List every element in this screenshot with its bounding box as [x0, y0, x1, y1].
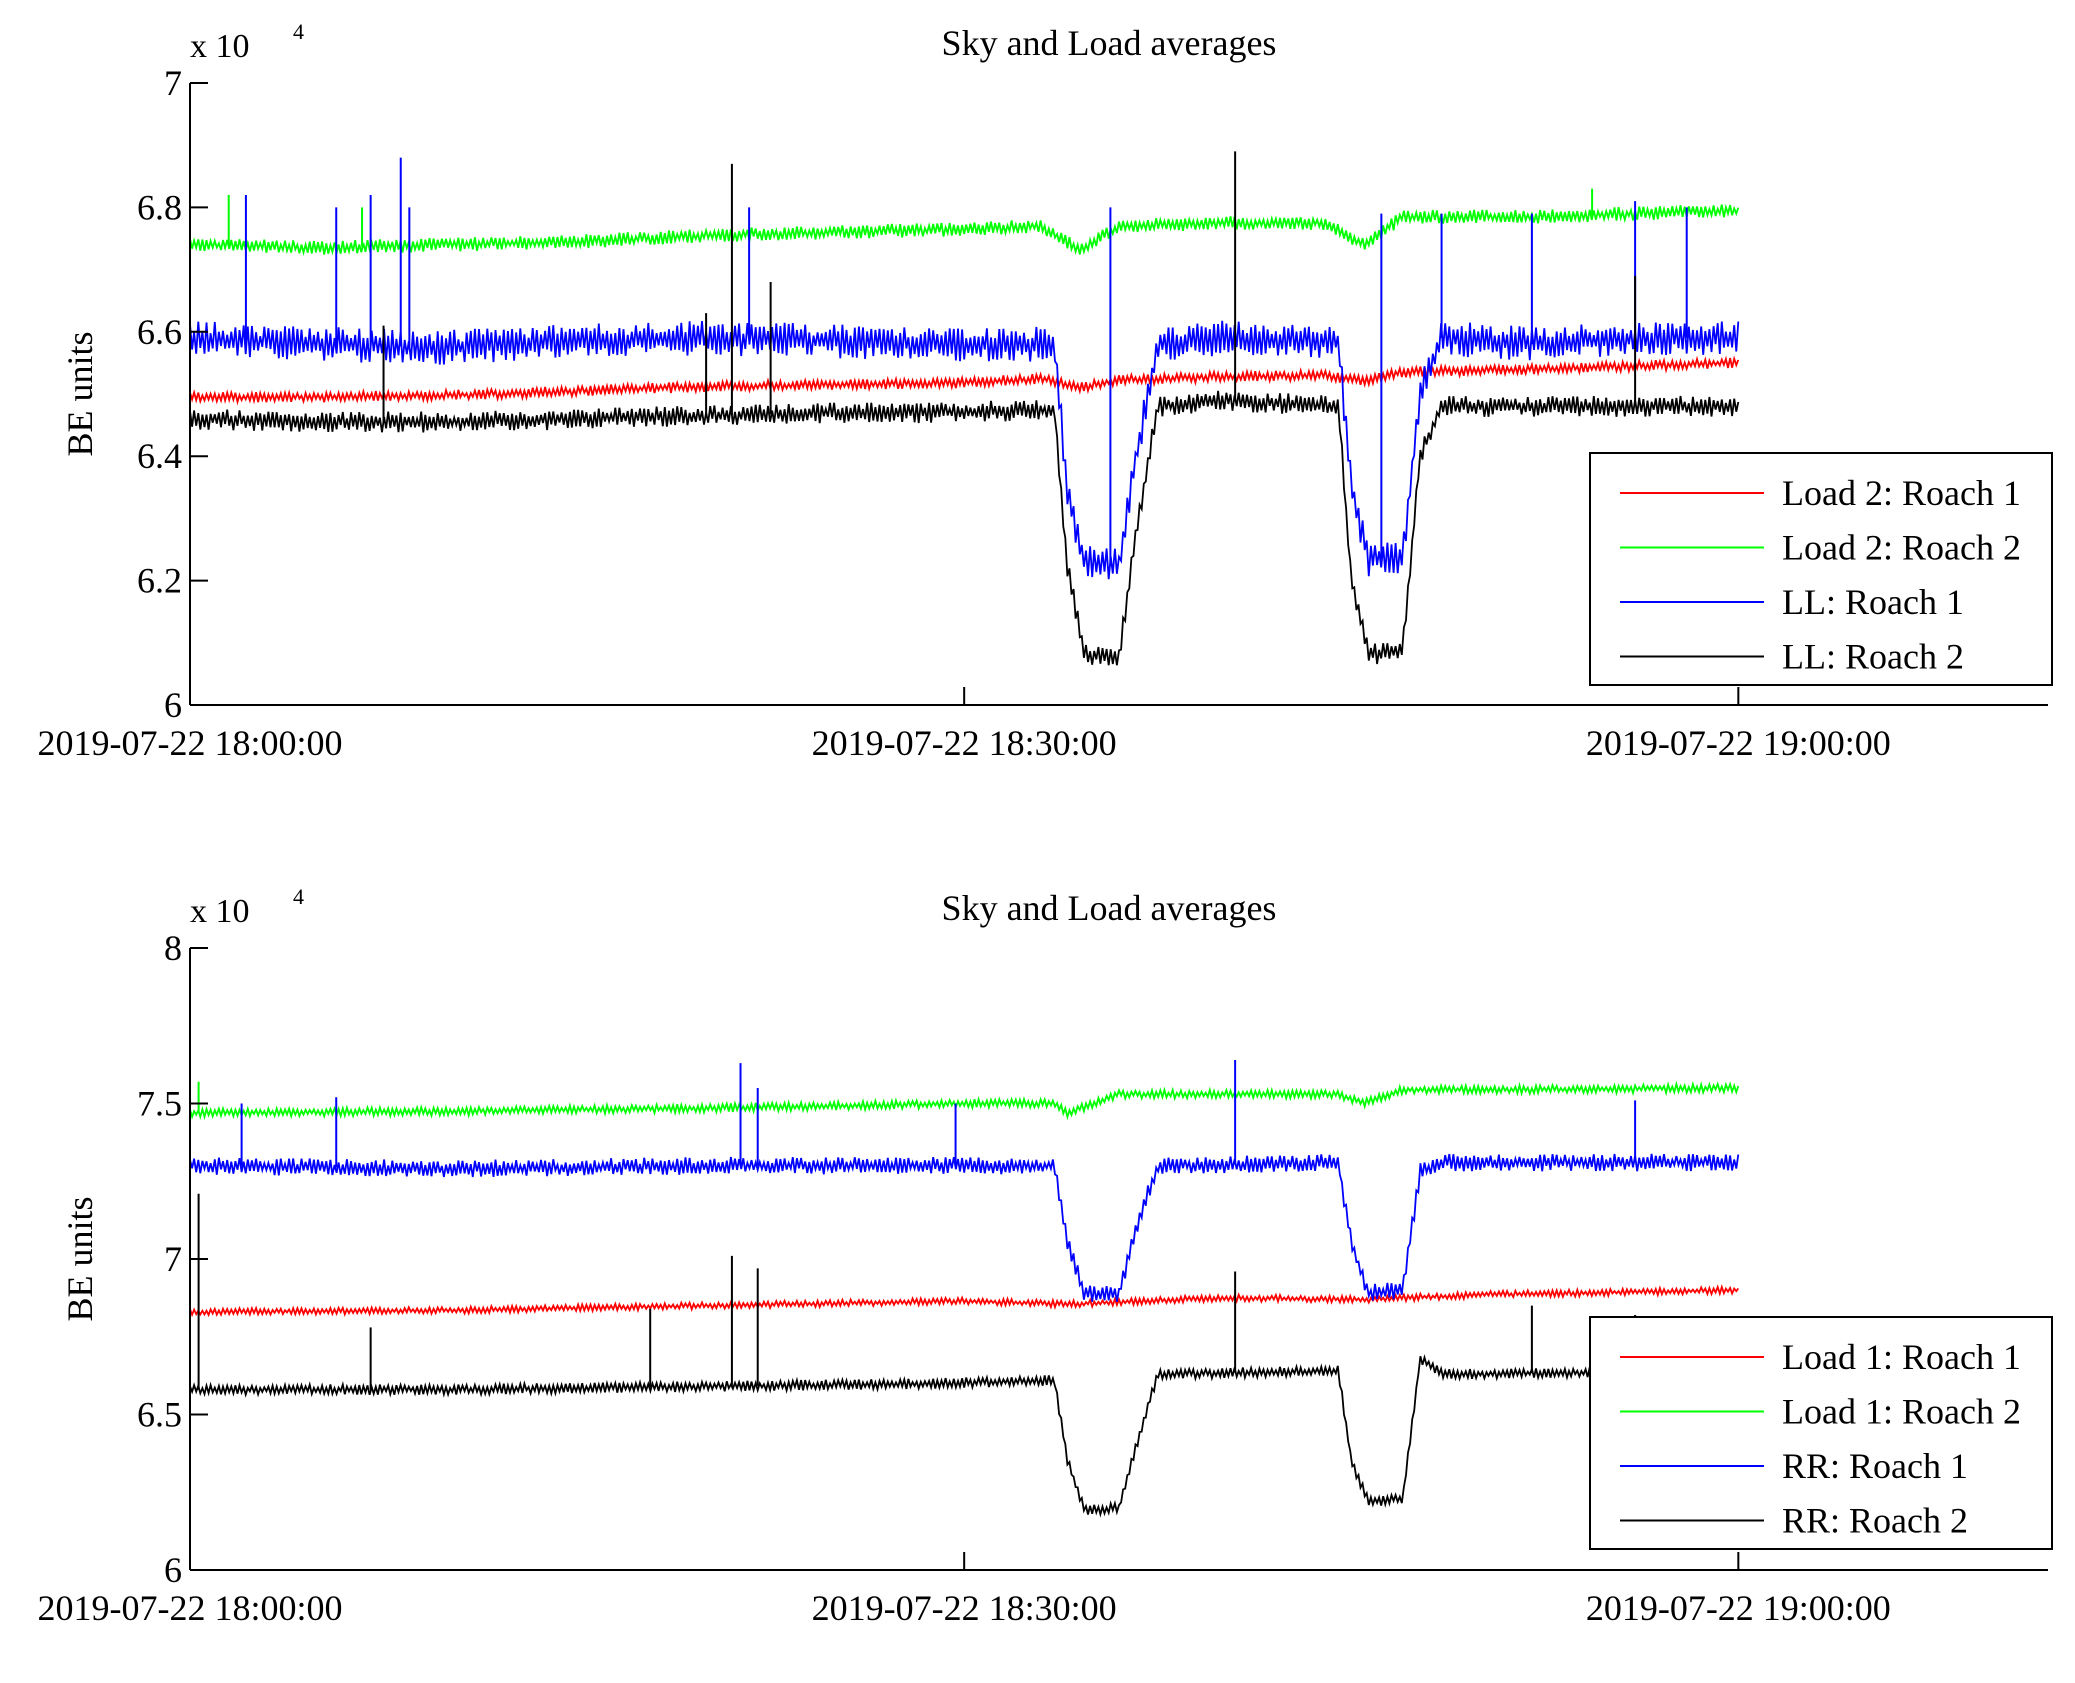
series-line-1	[189, 1284, 1740, 1318]
x-tick-label-3: 2019-07-22 19:00:00	[1586, 723, 1891, 763]
y-axis-label: BE units	[60, 331, 100, 456]
y-tick-label-6: 7	[164, 63, 182, 103]
y-tick-label-3: 7	[164, 1239, 182, 1279]
legend-label-2: Load 1: Roach 2	[1782, 1392, 2021, 1432]
legend-label-1: Load 1: Roach 1	[1782, 1337, 2021, 1377]
y-tick-label-4: 6.6	[137, 312, 182, 352]
chart-panel-bottom: Sky and Load averages x 10 4 BE units 6 6.5 7 7…	[38, 884, 2053, 1628]
x-tick-label-3: 2019-07-22 19:00:00	[1586, 1588, 1891, 1628]
y-tick-label-2: 6.5	[137, 1395, 182, 1435]
y-tick-label-5: 8	[164, 928, 182, 968]
legend-box	[1589, 1316, 2053, 1550]
series-line-3	[189, 320, 1740, 580]
series-line-2	[189, 1080, 1740, 1121]
y-axis-multiplier-exponent: 4	[293, 19, 304, 44]
series-line-4	[189, 390, 1740, 666]
chart-panel-top: Sky and Load averages x 10 4 BE units 6 6.2 6.…	[38, 19, 2053, 763]
x-tick-label-1: 2019-07-22 18:00:00	[38, 1588, 343, 1628]
legend-label-4: LL: Roach 2	[1782, 637, 1964, 677]
y-axis-multiplier: x 10	[190, 28, 250, 65]
x-tick-label-1: 2019-07-22 18:00:00	[38, 723, 343, 763]
legend-label-3: LL: Roach 1	[1782, 582, 1964, 622]
y-axis-multiplier: x 10	[190, 893, 250, 930]
series-line-4	[189, 1353, 1740, 1518]
y-tick-label-1: 6	[164, 1550, 182, 1590]
x-tick-label-2: 2019-07-22 18:30:00	[812, 723, 1117, 763]
y-tick-label-2: 6.2	[137, 561, 182, 601]
y-axis-multiplier-exponent: 4	[293, 884, 304, 909]
y-axis-label: BE units	[60, 1196, 100, 1321]
y-tick-label-3: 6.4	[137, 436, 182, 476]
series-line-3	[189, 1153, 1740, 1302]
legend-box	[1589, 452, 2053, 686]
legend-label-4: RR: Roach 2	[1782, 1501, 1968, 1541]
chart-title: Sky and Load averages	[942, 888, 1277, 928]
y-tick-label-4: 7.5	[137, 1084, 182, 1124]
series-line-1	[189, 355, 1740, 406]
legend-label-2: Load 2: Roach 2	[1782, 528, 2021, 568]
y-tick-label-5: 6.8	[137, 187, 182, 227]
x-tick-label-2: 2019-07-22 18:30:00	[812, 1588, 1117, 1628]
legend-label-3: RR: Roach 1	[1782, 1446, 1968, 1486]
y-tick-label-1: 6	[164, 685, 182, 725]
chart-title: Sky and Load averages	[942, 23, 1277, 63]
series-line-2	[189, 203, 1740, 257]
legend-label-1: Load 2: Roach 1	[1782, 473, 2021, 513]
